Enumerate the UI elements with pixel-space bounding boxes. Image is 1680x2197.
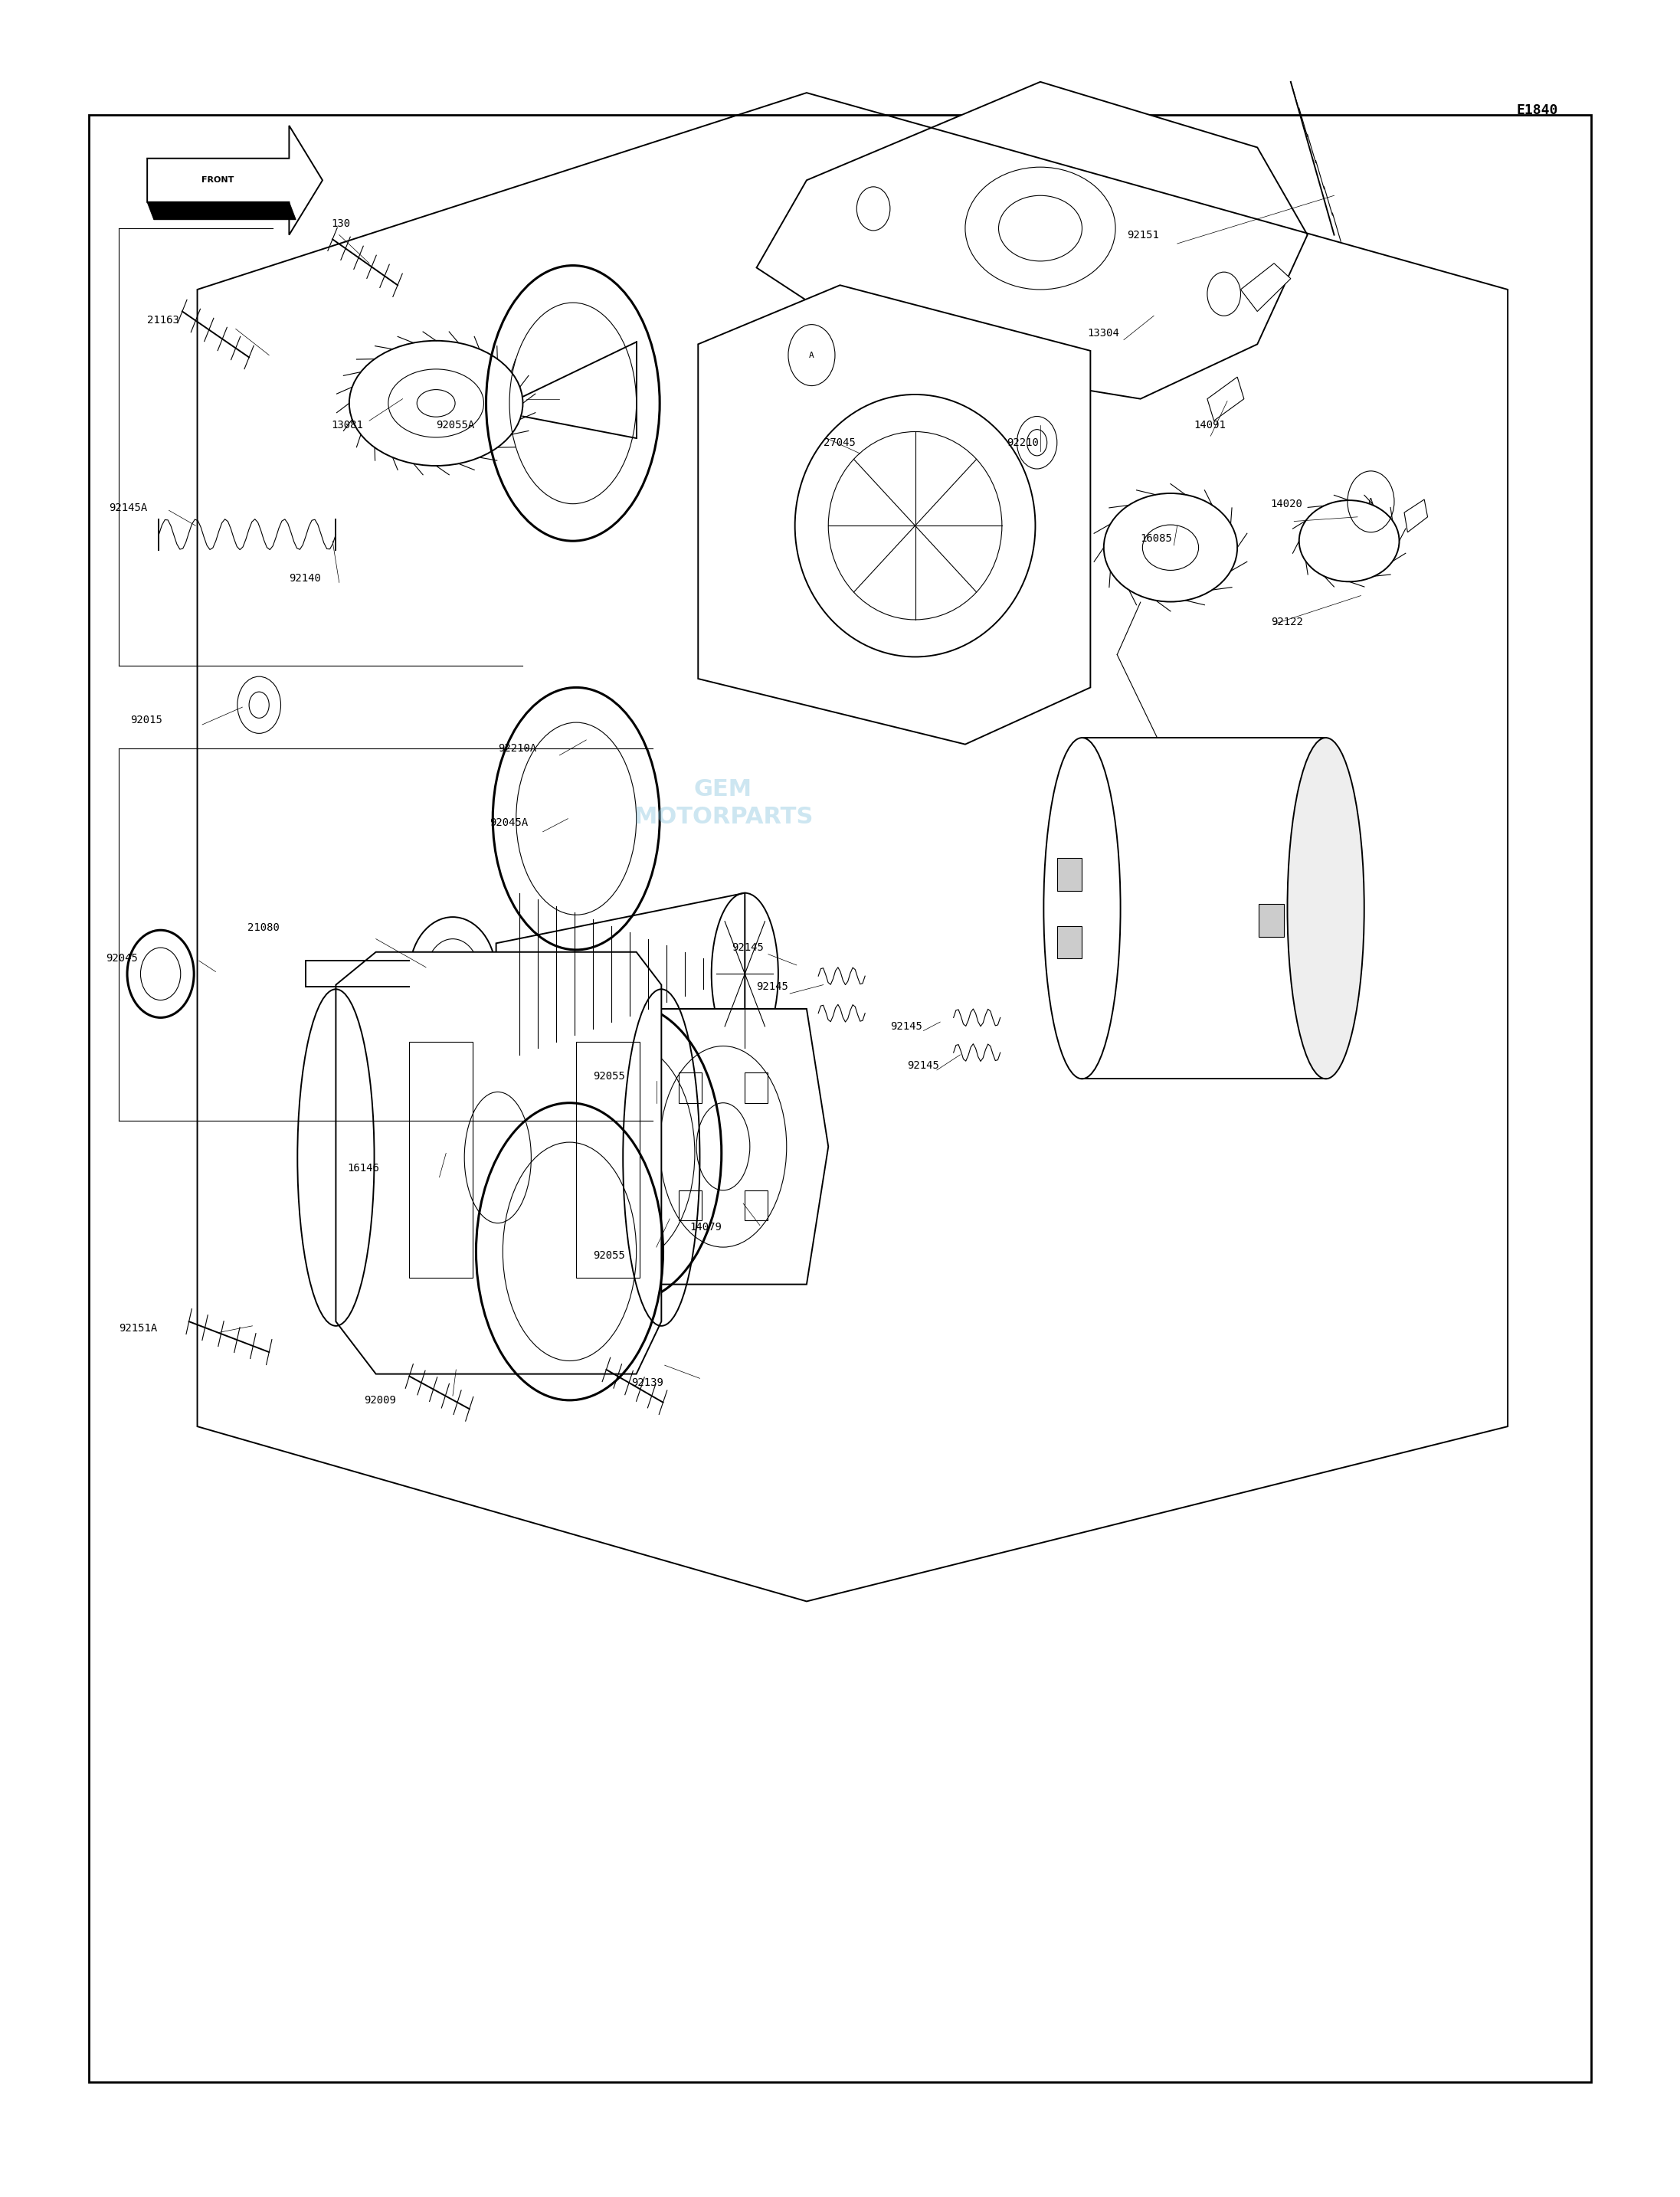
Bar xyxy=(1057,925,1082,958)
Polygon shape xyxy=(699,286,1090,745)
Text: 92210: 92210 xyxy=(1006,437,1038,448)
Text: 92009: 92009 xyxy=(365,1395,396,1406)
Text: 14020: 14020 xyxy=(1270,499,1302,510)
Text: E1840: E1840 xyxy=(1515,103,1557,116)
Text: 92139: 92139 xyxy=(632,1378,664,1389)
Text: 92210A: 92210A xyxy=(497,743,536,754)
Text: 21080: 21080 xyxy=(247,923,279,934)
Polygon shape xyxy=(1208,378,1243,422)
Polygon shape xyxy=(148,202,296,220)
Text: 16085: 16085 xyxy=(1141,534,1173,545)
Text: 92145: 92145 xyxy=(756,982,788,993)
Text: 92055: 92055 xyxy=(593,1250,625,1261)
Bar xyxy=(744,1191,768,1222)
Bar xyxy=(679,1191,702,1222)
Bar xyxy=(1258,903,1284,936)
Text: 92055: 92055 xyxy=(593,1072,625,1081)
Text: 92145A: 92145A xyxy=(109,503,148,514)
Text: 92145: 92145 xyxy=(890,1022,922,1033)
Bar xyxy=(410,1041,472,1279)
Bar xyxy=(744,1072,768,1103)
Polygon shape xyxy=(336,951,662,1373)
Text: A: A xyxy=(810,352,815,358)
Text: 14079: 14079 xyxy=(690,1222,722,1233)
Polygon shape xyxy=(148,125,323,235)
Text: 92045A: 92045A xyxy=(489,817,528,828)
Text: 13081: 13081 xyxy=(331,420,363,431)
Text: 92145: 92145 xyxy=(731,943,764,953)
Text: 92145: 92145 xyxy=(907,1061,939,1072)
Text: 14091: 14091 xyxy=(1194,420,1226,431)
Bar xyxy=(576,1041,640,1279)
Text: GEM
MOTORPARTS: GEM MOTORPARTS xyxy=(633,778,813,828)
Text: 92045: 92045 xyxy=(106,953,138,964)
Polygon shape xyxy=(496,892,744,1055)
Text: FRONT: FRONT xyxy=(202,176,234,185)
Text: A: A xyxy=(1368,499,1374,505)
Text: 21163: 21163 xyxy=(148,314,180,325)
Text: 130: 130 xyxy=(331,218,349,228)
Polygon shape xyxy=(756,81,1307,400)
Bar xyxy=(1057,859,1082,890)
Text: 92151A: 92151A xyxy=(119,1323,158,1334)
Polygon shape xyxy=(618,1008,828,1285)
Bar xyxy=(679,1072,702,1103)
Ellipse shape xyxy=(1287,738,1364,1079)
Text: 92151: 92151 xyxy=(1127,228,1159,239)
Text: 16146: 16146 xyxy=(348,1162,380,1173)
Polygon shape xyxy=(1404,499,1428,532)
Text: 27045: 27045 xyxy=(823,437,855,448)
Text: 13304: 13304 xyxy=(1087,327,1119,338)
Text: 92122: 92122 xyxy=(1270,617,1302,626)
Text: 92140: 92140 xyxy=(289,573,321,584)
Polygon shape xyxy=(1240,264,1290,312)
Text: 92015: 92015 xyxy=(131,714,163,725)
Text: 92055A: 92055A xyxy=(437,420,474,431)
